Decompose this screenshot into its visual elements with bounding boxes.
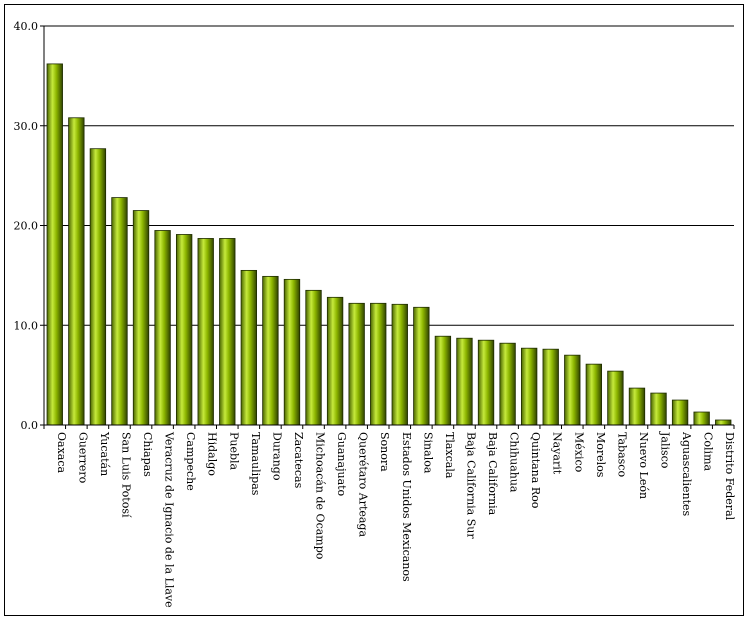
bar	[671, 399, 689, 426]
category-label: Quintana Roo	[529, 432, 542, 509]
bar	[413, 306, 430, 426]
category-label: Michoacán de Ocampo	[314, 432, 327, 560]
bar	[175, 234, 193, 426]
bar	[197, 238, 214, 426]
category-label: Baja California	[486, 432, 499, 516]
category-label: Chiapas	[141, 432, 154, 477]
category-label: Colima	[702, 432, 715, 472]
bar	[564, 354, 581, 426]
category-label: Sonora	[378, 432, 391, 472]
bar	[68, 117, 85, 426]
bar	[111, 197, 128, 426]
bar	[46, 63, 63, 426]
bar	[89, 148, 107, 426]
bar	[391, 303, 408, 426]
category-label: Guerrero	[76, 432, 89, 484]
category-label: Durango	[270, 432, 283, 481]
bar	[650, 392, 667, 426]
category-label: Tabasco	[615, 432, 628, 477]
category-labels: Oaxaca Guerrero Yucatán San Luis Potosí Chia…	[55, 431, 736, 608]
bar	[370, 302, 387, 426]
category-label: Aguascalientes	[680, 431, 693, 517]
category-label: Baja California Sur	[464, 432, 477, 539]
category-label: Guanajuato	[335, 432, 348, 497]
bar	[283, 278, 301, 426]
y-tick-label: 40.0	[14, 20, 39, 33]
category-label: Estados Unidos Mexicanos	[400, 432, 413, 582]
category-label: Nayarit	[551, 432, 564, 475]
y-tick-label: 30.0	[14, 120, 39, 133]
bar	[154, 230, 171, 426]
bar	[693, 411, 710, 426]
category-label: Sinaloa	[421, 432, 434, 474]
category-label: Morelos	[594, 432, 607, 478]
bar	[607, 370, 624, 426]
category-label: Oaxaca	[55, 432, 68, 473]
y-tick-labels: 0.0 10.0 20.0 30.0 40.0	[14, 20, 39, 432]
bar	[326, 296, 344, 426]
bars	[46, 63, 732, 426]
category-label: Campeche	[184, 432, 197, 491]
category-label: Tlaxcala	[443, 432, 456, 479]
bar	[219, 238, 236, 426]
bar	[456, 337, 473, 426]
y-tick-label: 0.0	[21, 419, 39, 432]
category-label: Veracruz de Ignacio de la Llave	[163, 431, 176, 608]
category-label: Puebla	[227, 432, 240, 471]
bar	[715, 419, 732, 426]
bar	[305, 289, 322, 426]
category-label: Yucatán	[98, 431, 111, 476]
bar	[542, 348, 559, 426]
category-label: Querétaro Arteaga	[357, 432, 370, 537]
category-label: México	[572, 432, 585, 473]
category-label: San Luis Potosí	[119, 432, 132, 518]
axes	[40, 25, 735, 429]
bar	[520, 347, 538, 426]
category-label: Tamaulipas	[249, 432, 262, 496]
bar	[477, 339, 495, 426]
category-label: Nuevo León	[637, 432, 650, 499]
category-label: Jalisco	[659, 431, 672, 469]
category-label: Zacatecas	[292, 432, 305, 489]
bar	[348, 302, 365, 426]
bar	[240, 269, 258, 426]
bar	[585, 363, 603, 426]
category-label: Hidalgo	[206, 432, 219, 476]
y-tick-label: 10.0	[14, 319, 39, 332]
category-label: Distrito Federal	[723, 432, 736, 521]
bar	[132, 210, 150, 426]
category-label: Chihuahua	[508, 432, 521, 493]
bar	[434, 335, 452, 426]
y-tick-label: 20.0	[14, 220, 39, 233]
bar	[499, 342, 516, 426]
bar	[262, 275, 279, 426]
bar	[628, 387, 646, 426]
